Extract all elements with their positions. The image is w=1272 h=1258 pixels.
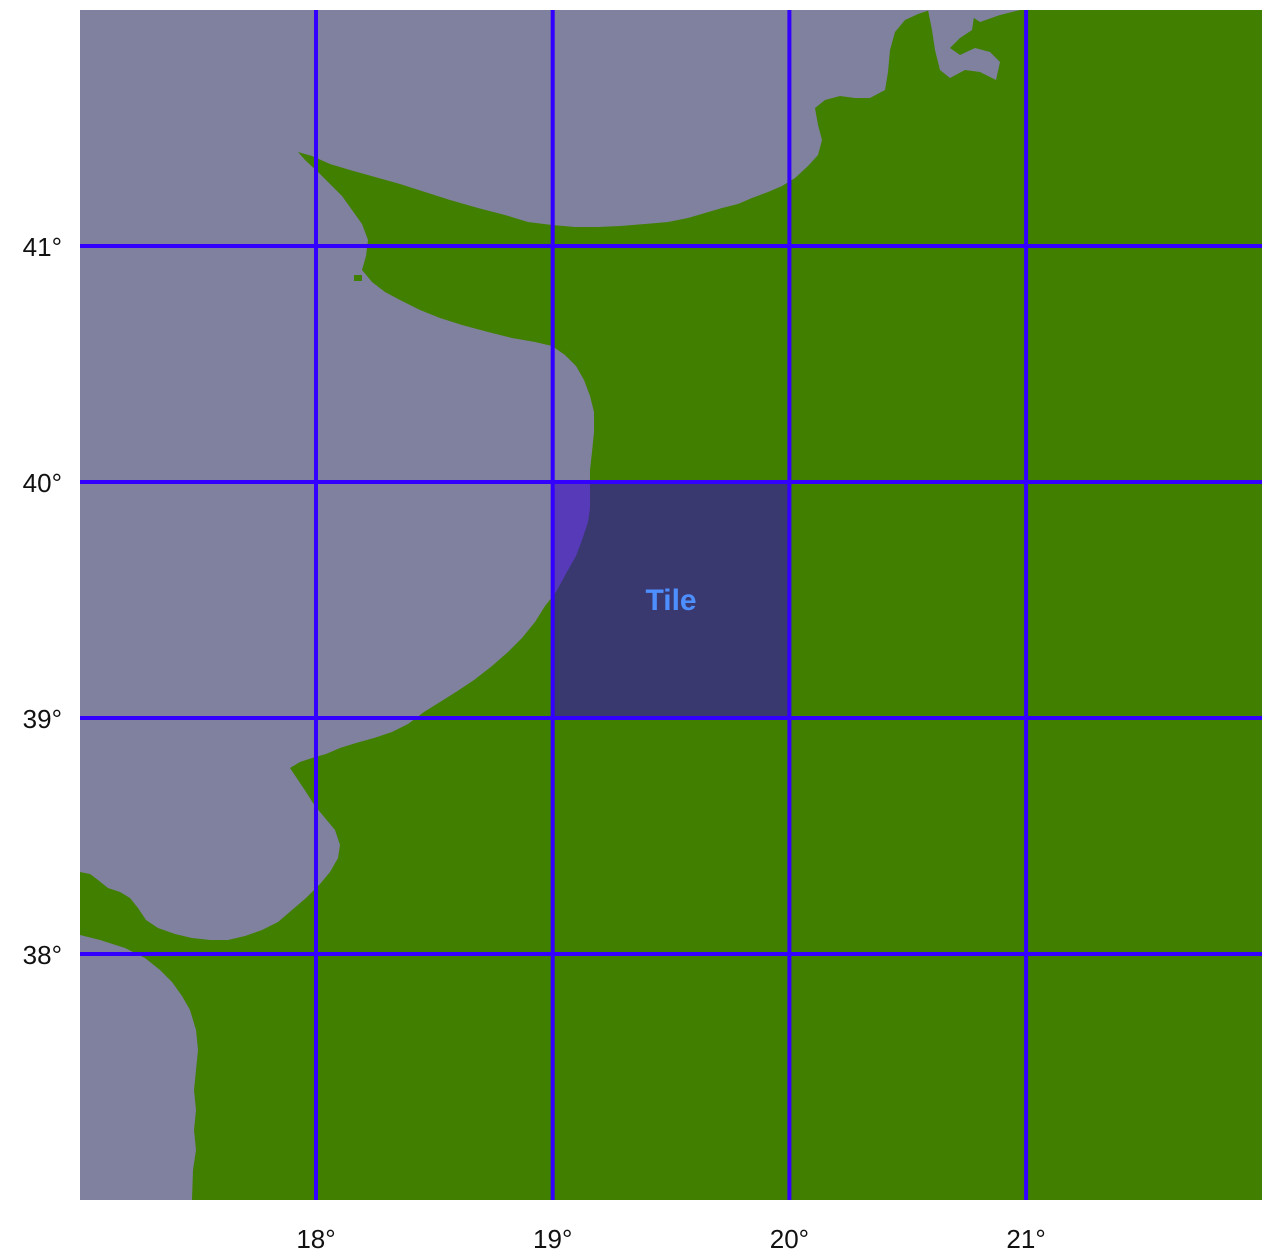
latitude-tick-label: 40° bbox=[23, 468, 62, 498]
latitude-tick-label: 41° bbox=[23, 232, 62, 262]
longitude-tick-label: 19° bbox=[533, 1224, 572, 1254]
latitude-tick-label: 38° bbox=[23, 940, 62, 970]
tile-label: Tile bbox=[645, 584, 696, 617]
longitude-tick-label: 21° bbox=[1006, 1224, 1045, 1254]
latitude-axis-labels: 41° 40° 39° 38° bbox=[23, 232, 62, 970]
longitude-tick-label: 20° bbox=[770, 1224, 809, 1254]
latitude-tick-label: 39° bbox=[23, 704, 62, 734]
longitude-tick-label: 18° bbox=[296, 1224, 335, 1254]
longitude-axis-labels: 18° 19° 20° 21° bbox=[296, 1224, 1045, 1254]
islet bbox=[354, 275, 362, 281]
